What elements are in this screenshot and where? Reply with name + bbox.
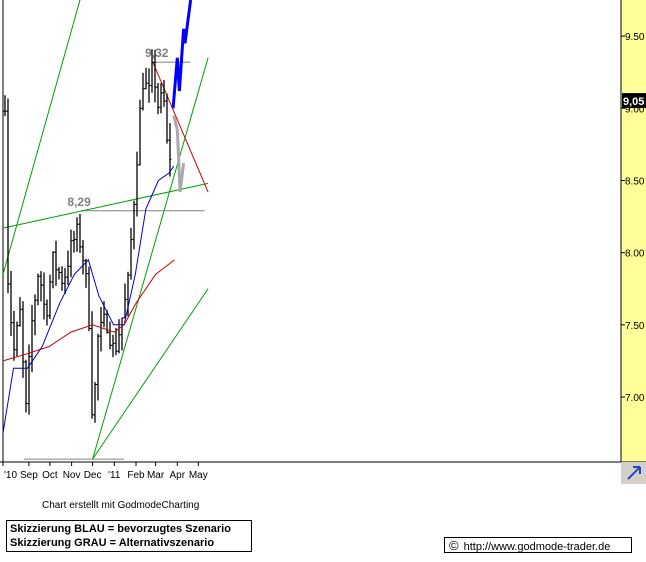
price-bar <box>60 266 64 291</box>
price-bar <box>42 272 46 320</box>
price-bar <box>93 381 97 423</box>
y-tick-label: 7.00 <box>625 393 645 404</box>
price-bar <box>18 297 22 327</box>
legend-blue: Skizzierung BLAU = bevorzugtes Szenario <box>10 523 231 535</box>
price-bar <box>33 294 37 336</box>
copyright-icon: © <box>449 538 459 553</box>
price-bar <box>21 301 25 378</box>
x-tick-label: Dec <box>84 470 102 481</box>
price-bar <box>162 80 166 107</box>
price-bar <box>144 67 148 90</box>
trendline <box>92 288 209 460</box>
price-bar <box>159 83 163 114</box>
price-bar <box>108 321 112 350</box>
price-bar <box>72 230 76 253</box>
y-tick-label: 8.50 <box>625 176 645 187</box>
price-bar <box>51 251 55 289</box>
credit-text: Chart erstellt mit GodmodeCharting <box>42 500 200 511</box>
x-tick-label: '10 <box>4 470 17 481</box>
price-bar <box>3 95 7 117</box>
price-bar <box>6 98 10 294</box>
price-bar <box>69 229 73 278</box>
trendline <box>2 182 209 229</box>
price-bar <box>78 214 82 253</box>
y-tick-label: 9.00 <box>625 104 645 115</box>
x-tick-label: May <box>189 470 208 481</box>
y-tick-label: 9.50 <box>625 32 645 43</box>
scenario-path-grau <box>172 115 186 193</box>
x-tick-label: Apr <box>170 470 186 481</box>
price-annotation: 9,32 <box>145 46 169 60</box>
x-tick-label: Mar <box>147 470 165 481</box>
price-bar <box>141 72 145 111</box>
price-bar <box>39 271 43 302</box>
price-bar <box>66 250 70 286</box>
price-bar <box>63 267 67 295</box>
scenario-path-blau <box>171 0 193 109</box>
y-tick-label: 8.00 <box>625 249 645 260</box>
url-link[interactable]: http://www.godmode-trader.de <box>463 541 611 553</box>
x-tick-label: Oct <box>42 470 58 481</box>
price-bar <box>81 240 85 275</box>
price-axis-panel <box>621 0 646 462</box>
price-bar <box>120 317 124 351</box>
price-bar <box>96 333 100 401</box>
price-bar <box>15 321 19 357</box>
last-price-label: 9,05 <box>623 96 644 108</box>
price-bar <box>84 258 88 288</box>
price-bar <box>132 200 136 250</box>
x-tick-label: Sep <box>20 470 38 481</box>
price-bar <box>87 266 91 332</box>
price-bar <box>114 327 118 356</box>
price-bar <box>27 344 31 415</box>
price-bar <box>123 283 127 319</box>
plot-area <box>3 0 621 462</box>
price-bar <box>168 123 172 177</box>
trendline <box>92 57 209 460</box>
price-bar <box>48 274 52 320</box>
price-bar <box>165 93 169 144</box>
arrow-icon[interactable] <box>627 466 641 480</box>
price-bar <box>54 240 58 286</box>
price-bar <box>36 273 40 306</box>
scenario-legend: Skizzierung BLAU = bevorzugtes Szenario … <box>6 520 252 552</box>
price-bar <box>135 151 139 217</box>
price-bar <box>153 49 157 103</box>
price-bar <box>129 227 133 280</box>
price-bar <box>45 299 49 326</box>
price-bar <box>99 307 103 352</box>
price-bar <box>156 83 160 115</box>
x-tick-label: Feb <box>127 470 145 481</box>
price-bar <box>147 68 151 103</box>
url-box[interactable]: © http://www.godmode-trader.de <box>444 537 632 553</box>
price-bar <box>90 311 94 419</box>
trendline <box>152 61 209 193</box>
y-tick-label: 7.50 <box>625 321 645 332</box>
price-bar <box>75 217 79 252</box>
price-bar <box>138 99 142 166</box>
x-tick-label: Nov <box>63 470 81 481</box>
price-annotation: 8,29 <box>67 195 91 209</box>
price-bar <box>12 310 16 361</box>
price-bar <box>150 49 154 93</box>
price-bar <box>111 334 115 358</box>
x-tick-label: '11 <box>108 470 121 481</box>
last-price-box <box>622 93 646 109</box>
price-bar <box>57 266 61 280</box>
price-bar <box>9 270 13 336</box>
trendline <box>2 0 81 275</box>
moving-average-line <box>2 259 175 362</box>
legend-grey: Skizzierung GRAU = Alternativszenario <box>10 537 215 549</box>
moving-average-line <box>2 165 175 434</box>
